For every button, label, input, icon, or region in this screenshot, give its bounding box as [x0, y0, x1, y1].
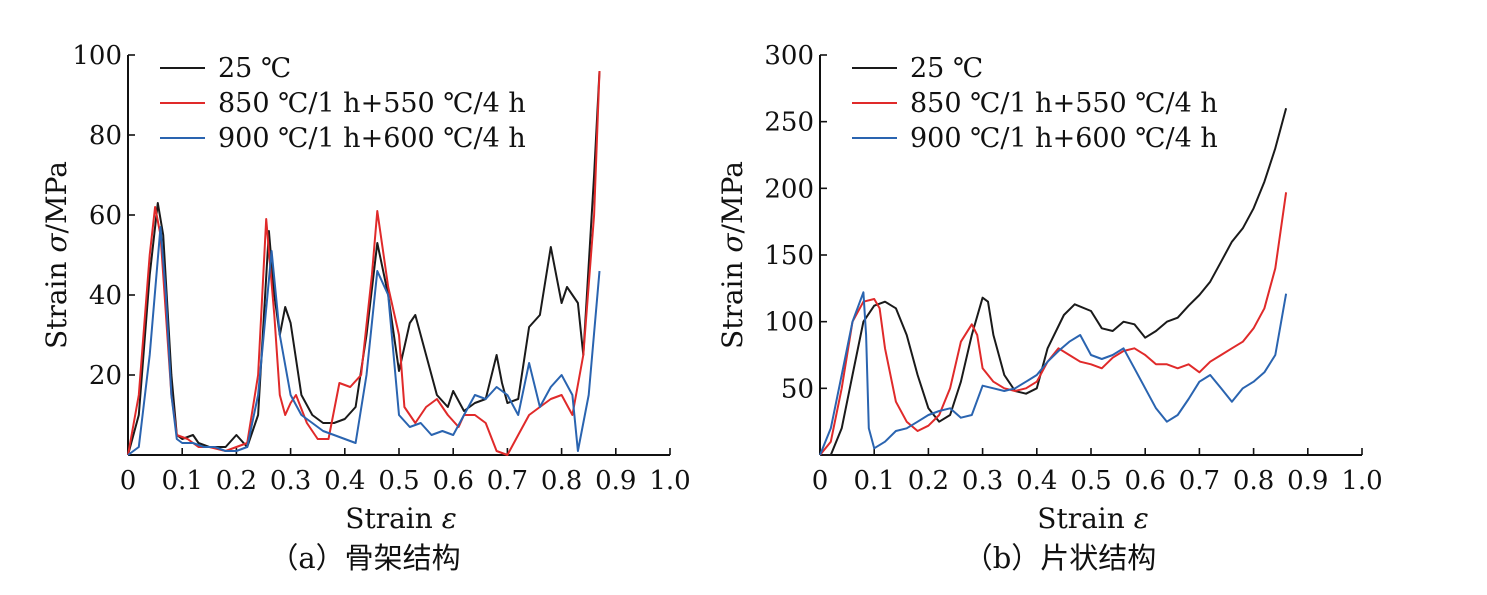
- series-line-1: [820, 108, 1288, 456]
- legend-label: 25 ℃: [910, 53, 983, 84]
- legend-label: 900 ℃/1 h+600 ℃/4 h: [218, 123, 526, 154]
- x-tick-label: 0.7: [1179, 466, 1220, 496]
- x-tick-label: 0: [120, 466, 137, 496]
- y-tick-label: 60: [89, 201, 122, 231]
- x-tick-label: 0.8: [1233, 466, 1274, 496]
- legend-label: 900 ℃/1 h+600 ℃/4 h: [910, 123, 1218, 154]
- legend-label: 850 ℃/1 h+550 ℃/4 h: [218, 88, 526, 119]
- y-axis-label: Strain σ/MPa: [40, 161, 73, 349]
- x-tick-label: 1.0: [1341, 466, 1382, 496]
- caption: （a）骨架结构: [269, 541, 460, 575]
- x-tick-label: 0.1: [854, 466, 895, 496]
- chart-skeleton-structure: Strain σ/MPa Strain ε （a）骨架结构 0 0.1 0.2 0.3…: [40, 41, 691, 575]
- y-tick-label: 100: [72, 41, 122, 71]
- x-tick-label: 0.3: [962, 466, 1003, 496]
- x-tick-label: 0.5: [378, 466, 419, 496]
- x-tick-label: 0.7: [487, 466, 528, 496]
- series-line-3: [127, 226, 601, 456]
- x-tick-label: 0.4: [324, 466, 365, 496]
- x-axis-label: Strain ε: [1037, 502, 1148, 535]
- chart-lamellar-structure: Strain σ/MPa Strain ε （b）片状结构 0 0.1 0.2 0.3…: [716, 41, 1383, 575]
- x-tick-label: 0.1: [162, 466, 203, 496]
- y-axis-label: Strain σ/MPa: [716, 161, 749, 349]
- x-tick-label: 0.2: [216, 466, 257, 496]
- legend-label: 850 ℃/1 h+550 ℃/4 h: [910, 88, 1218, 119]
- x-tick-label: 0: [812, 466, 829, 496]
- x-axis-label: Strain ε: [345, 502, 456, 535]
- y-tick-label: 300: [764, 41, 814, 71]
- y-tick-label: 150: [764, 241, 814, 271]
- y-tick-label: 100: [764, 308, 814, 338]
- y-tick-label: 20: [89, 361, 122, 391]
- x-tick-label: 1.0: [649, 466, 690, 496]
- legend-label: 25 ℃: [218, 53, 291, 84]
- y-tick-label: 250: [764, 108, 814, 138]
- x-tick-label: 0.6: [433, 466, 474, 496]
- y-tick-label: 200: [764, 174, 814, 204]
- x-tick-label: 0.9: [595, 466, 636, 496]
- x-tick-label: 0.4: [1016, 466, 1057, 496]
- x-tick-label: 0.5: [1070, 466, 1111, 496]
- y-tick-label: 50: [781, 374, 814, 404]
- y-tick-label: 80: [89, 121, 122, 151]
- x-tick-label: 0.2: [908, 466, 949, 496]
- caption: （b）片状结构: [964, 541, 1157, 575]
- x-tick-label: 0.8: [541, 466, 582, 496]
- x-tick-label: 0.9: [1287, 466, 1328, 496]
- series-line-2: [819, 192, 1288, 456]
- y-tick-label: 40: [89, 281, 122, 311]
- x-tick-label: 0.6: [1125, 466, 1166, 496]
- series-line-2: [127, 70, 601, 456]
- series-line-3: [819, 291, 1288, 456]
- x-tick-label: 0.3: [270, 466, 311, 496]
